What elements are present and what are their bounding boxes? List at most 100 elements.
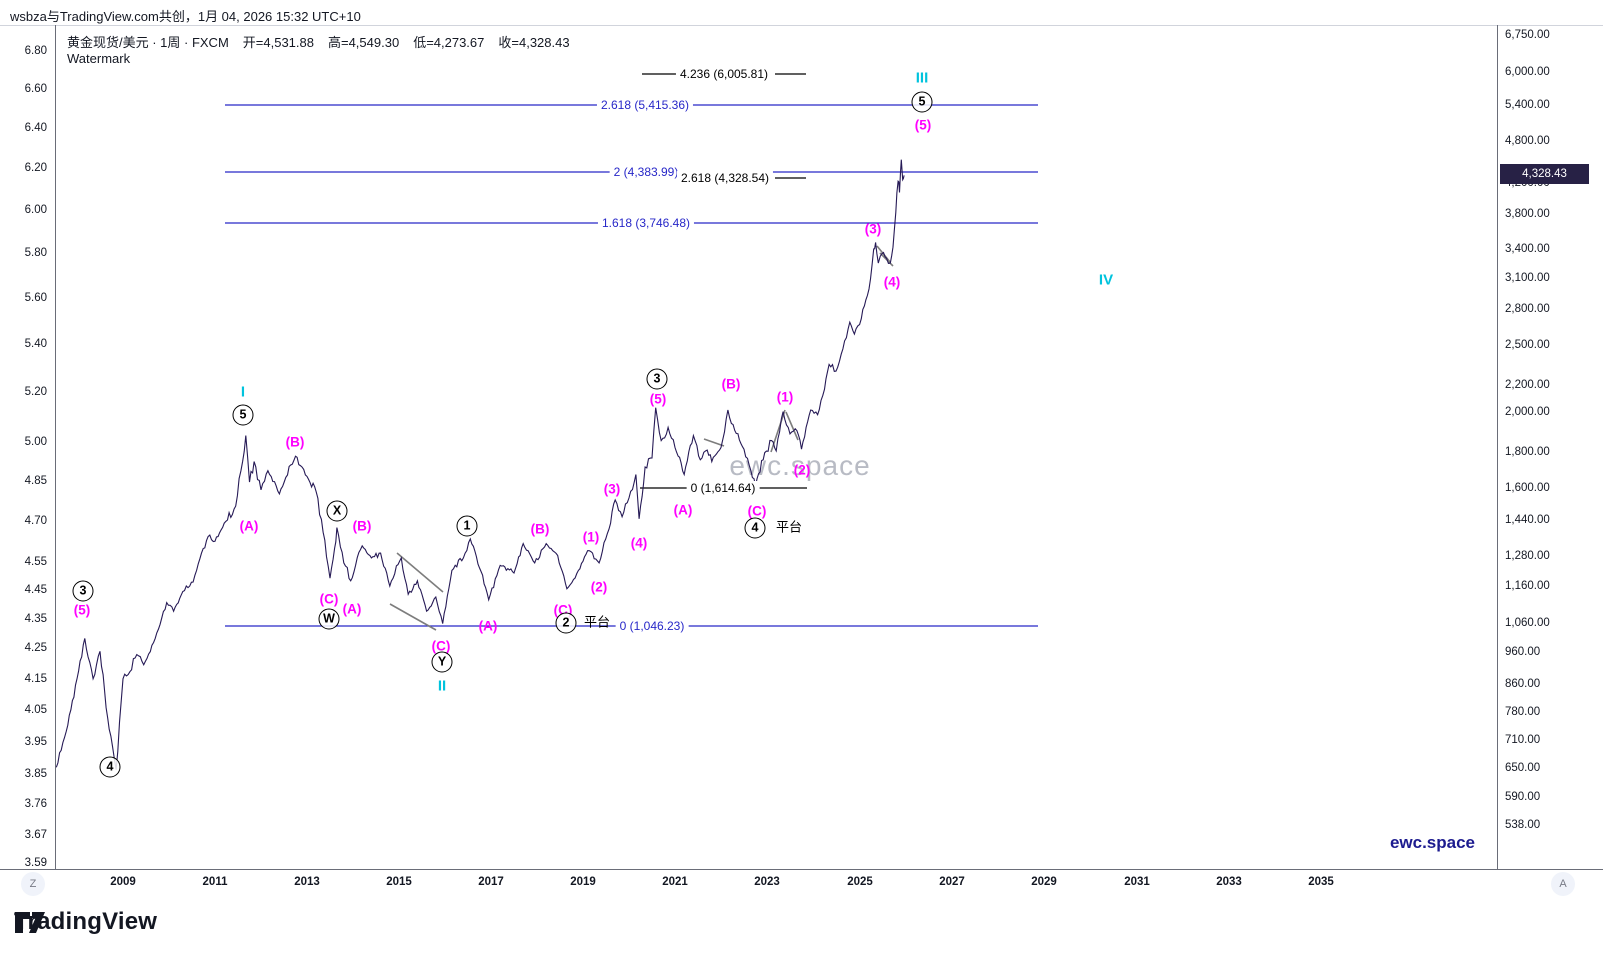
ohlc-item: 高=4,549.30 (327, 35, 400, 50)
fib-level-label[interactable]: 0 (1,614.64) (686, 481, 760, 495)
wave-circle-label[interactable]: 3 (72, 580, 94, 602)
indicator-legend[interactable]: Watermark (67, 51, 131, 66)
wave-circle-label[interactable]: W (318, 608, 340, 630)
wave-cycle-label[interactable]: I (240, 383, 246, 401)
last-price-badge: 4,328.43 (1500, 164, 1589, 184)
auto-scale-button[interactable]: A (1551, 872, 1575, 896)
wave-circle-label[interactable]: 4 (744, 517, 766, 539)
symbol-legend[interactable]: 黄金现货/美元 · 1周 · FXCM 开=4,531.88 高=4,549.30 低… (67, 32, 570, 51)
left-axis-tick: 5.20 (24, 386, 47, 398)
wave-sub-label[interactable]: (A) (478, 618, 498, 634)
wave-sub-label[interactable]: (3) (864, 221, 882, 237)
wave-sub-label[interactable]: (A) (673, 502, 693, 518)
wave-sub-label[interactable]: (1) (582, 529, 600, 545)
time-axis-year: 2017 (478, 876, 504, 888)
right-axis-tick: 1,160.00 (1505, 580, 1550, 592)
wave-cycle-label[interactable]: IV (1098, 271, 1114, 289)
left-axis-tick: 6.60 (24, 83, 47, 95)
trend-line[interactable] (396, 552, 444, 593)
left-axis-tick: 5.80 (24, 247, 47, 259)
trend-line[interactable] (703, 438, 725, 447)
wave-cycle-label[interactable]: III (915, 69, 929, 87)
symbol-title[interactable]: 黄金现货/美元 · 1周 · FXCM (67, 35, 229, 50)
wave-sub-label[interactable]: (B) (352, 518, 372, 534)
right-axis-tick: 5,400.00 (1505, 99, 1550, 111)
time-axis-year: 2013 (294, 876, 320, 888)
right-axis-tick: 1,600.00 (1505, 482, 1550, 494)
ohlc-item: 收=4,328.43 (498, 35, 570, 50)
left-axis-tick: 6.00 (24, 204, 47, 216)
ohlc-item: 低=4,273.67 (413, 35, 485, 50)
left-axis-tick: 3.76 (24, 798, 47, 810)
tradingview-footer[interactable]: TradingView (14, 908, 157, 936)
wave-sub-label[interactable]: (B) (721, 376, 741, 392)
wave-sub-label[interactable]: (4) (630, 535, 648, 551)
fib-level-label[interactable]: 2.618 (5,415.36) (596, 98, 694, 112)
wave-circle-label[interactable]: 5 (911, 91, 933, 113)
wave-cycle-label[interactable]: II (437, 677, 447, 695)
wave-circle-label[interactable]: X (326, 500, 348, 522)
annotation-text[interactable]: 平台 (583, 614, 611, 630)
wave-sub-label[interactable]: (3) (603, 481, 621, 497)
left-axis-tick: 6.80 (24, 45, 47, 57)
fib-level-label[interactable]: 2.618 (4,328.54) (676, 171, 774, 185)
left-axis-tick: 4.45 (24, 584, 47, 596)
wave-circle-label[interactable]: 2 (555, 612, 577, 634)
wave-sub-label[interactable]: (4) (883, 274, 901, 290)
wave-sub-label[interactable]: (A) (239, 518, 259, 534)
left-axis-tick: 4.70 (24, 515, 47, 527)
wave-sub-label[interactable]: (5) (649, 391, 667, 407)
left-axis-tick: 3.95 (24, 736, 47, 748)
fib-level-label[interactable]: 1.618 (3,746.48) (597, 216, 695, 230)
right-axis-tick: 2,800.00 (1505, 303, 1550, 315)
ohlc-item: 开=4,531.88 (242, 35, 314, 50)
ohlc-values: 开=4,531.88 高=4,549.30 低=4,273.67 收=4,328.43 (229, 35, 570, 50)
wave-sub-label[interactable]: (C) (747, 503, 767, 519)
right-axis-tick: 650.00 (1505, 762, 1541, 774)
wave-sub-label[interactable]: (2) (590, 579, 608, 595)
wave-sub-label[interactable]: (5) (73, 602, 91, 618)
right-axis-tick: 1,440.00 (1505, 514, 1550, 526)
left-axis-tick: 3.85 (24, 768, 47, 780)
right-axis-tick: 6,750.00 (1505, 29, 1550, 41)
time-axis-year: 2019 (570, 876, 596, 888)
wave-sub-label[interactable]: (B) (530, 521, 550, 537)
trend-line[interactable] (389, 603, 437, 631)
wave-circle-label[interactable]: 1 (456, 515, 478, 537)
trend-line[interactable] (770, 409, 786, 453)
wave-sub-label[interactable]: (2) (793, 462, 811, 478)
log-scale-button[interactable]: Z (21, 872, 45, 896)
trend-line[interactable] (785, 411, 799, 441)
left-axis-tick: 5.60 (24, 292, 47, 304)
wave-sub-label[interactable]: (C) (431, 638, 451, 654)
right-axis-tick: 1,800.00 (1505, 446, 1550, 458)
right-axis-tick: 2,200.00 (1505, 379, 1550, 391)
fib-level-label[interactable]: 2 (4,383.99) (609, 165, 683, 179)
right-axis-tick: 3,100.00 (1505, 272, 1550, 284)
time-axis-year: 2021 (662, 876, 688, 888)
wave-circle-label[interactable]: 3 (646, 368, 668, 390)
wave-sub-label[interactable]: (5) (914, 117, 932, 133)
tradingview-logo-icon (15, 912, 45, 933)
time-axis-year: 2027 (939, 876, 965, 888)
wave-sub-label[interactable]: (A) (342, 601, 362, 617)
center-watermark: ewc.space (729, 450, 871, 481)
time-axis-year: 2011 (202, 876, 228, 888)
annotation-text[interactable]: 平台 (775, 519, 803, 535)
left-axis-tick: 4.15 (24, 673, 47, 685)
wave-circle-label[interactable]: 4 (99, 756, 121, 778)
wave-sub-label[interactable]: (C) (319, 591, 339, 607)
trend-lines[interactable] (389, 245, 894, 631)
time-axis-year: 2035 (1308, 876, 1334, 888)
wave-circle-label[interactable]: 5 (232, 404, 254, 426)
fib-level-label[interactable]: 4.236 (6,005.81) (675, 67, 773, 81)
wave-circle-label[interactable]: Y (431, 651, 453, 673)
fib-level-label[interactable]: 0 (1,046.23) (615, 619, 689, 633)
wave-sub-label[interactable]: (B) (285, 434, 305, 450)
left-axis-tick: 5.40 (24, 338, 47, 350)
wave-sub-label[interactable]: (1) (776, 389, 794, 405)
left-axis-tick: 4.05 (24, 704, 47, 716)
time-axis-year: 2025 (847, 876, 873, 888)
